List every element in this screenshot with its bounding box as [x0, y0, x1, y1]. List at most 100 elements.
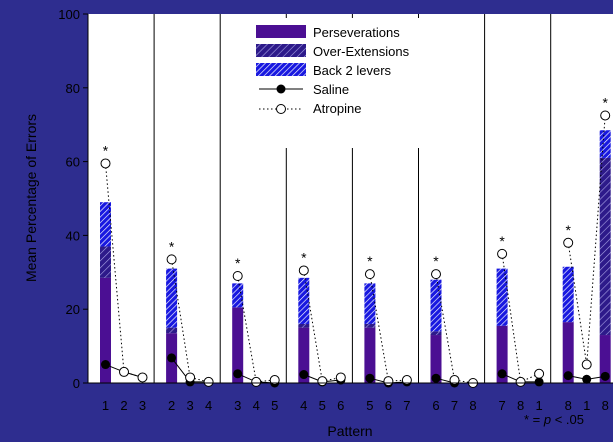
atropine-line	[567, 115, 606, 365]
atropine-point	[600, 110, 611, 121]
x-tick-label: 3	[234, 398, 241, 413]
bar-over-extensions-pattern-5	[364, 323, 376, 328]
x-tick-label: 5	[319, 398, 326, 413]
legend-swatch-back-2-levers	[256, 63, 306, 76]
significance-star: *	[169, 238, 175, 254]
y-axis-label: Mean Percentage of Errors	[23, 114, 39, 282]
y-tick-label-100: 100	[58, 7, 80, 22]
bar-perseverations-pattern-1	[100, 277, 111, 383]
atropine-point	[449, 375, 460, 386]
x-tick-label: 4	[253, 398, 260, 413]
y-tick-label-80: 80	[66, 81, 80, 96]
x-tick-label: 2	[120, 398, 127, 413]
legend-swatch-over-extensions	[256, 44, 306, 57]
bar-back-2-levers-pattern-8	[562, 266, 574, 323]
x-tick-label: 8	[469, 398, 476, 413]
significance-star: *	[235, 255, 241, 271]
y-tick-label-60: 60	[66, 155, 80, 170]
bar-back-2-levers-pattern-2	[166, 268, 178, 328]
atropine-point	[563, 237, 574, 248]
atropine-point	[581, 359, 592, 370]
atropine-point	[515, 376, 526, 387]
saline-point	[101, 360, 110, 370]
atropine-point	[100, 158, 111, 169]
x-tick-label: 4	[300, 398, 307, 413]
significance-note: * = p < .05	[524, 412, 584, 427]
atropine-point	[185, 372, 196, 383]
atropine-point	[335, 372, 346, 383]
atropine-point	[298, 265, 309, 276]
x-tick-label: 6	[432, 398, 439, 413]
x-tick-label: 8	[565, 398, 572, 413]
atropine-point	[401, 375, 412, 386]
x-tick-label: 1	[583, 398, 590, 413]
legend: Perseverations Over-Extensions Back 2 le…	[251, 18, 434, 148]
legend-label-over-extensions: Over-Extensions	[313, 44, 410, 59]
bar-over-extensions-pattern-8-right	[599, 157, 611, 336]
significance-star: *	[499, 233, 505, 249]
x-tick-label: 1	[535, 398, 542, 413]
x-tick-label: 3	[139, 398, 146, 413]
saline-point	[167, 353, 177, 363]
atropine-point	[137, 372, 148, 383]
significance-star: *	[367, 253, 373, 269]
atropine-point	[431, 269, 441, 280]
x-tick-label: 7	[403, 398, 410, 413]
atropine-point	[497, 248, 508, 259]
atropine-line	[171, 259, 209, 383]
significance-star: *	[602, 94, 608, 110]
x-tick-label: 8	[517, 398, 524, 413]
saline-point	[497, 369, 507, 379]
bar-perseverations-pattern-8-right	[599, 335, 611, 383]
atropine-point	[203, 376, 214, 387]
bar-back-2-levers-pattern-3	[232, 283, 244, 308]
legend-swatch-perseverations	[256, 25, 306, 38]
bar-back-2-levers-pattern-7	[496, 268, 508, 326]
atropine-point	[364, 269, 375, 280]
bar-over-extensions-pattern-4	[298, 323, 310, 328]
bar-perseverations-pattern-7	[496, 325, 508, 383]
bar-perseverations-pattern-5	[364, 327, 376, 383]
x-tick-label: 7	[498, 398, 505, 413]
bar-over-extensions-pattern-6	[430, 331, 442, 336]
bar-over-extensions-pattern-1	[100, 246, 111, 278]
atropine-point	[251, 376, 262, 387]
bar-perseverations-pattern-3	[232, 307, 244, 383]
x-tick-label: 6	[385, 398, 392, 413]
bar-over-extensions-pattern-2	[166, 327, 178, 334]
atropine-point	[269, 375, 280, 386]
x-tick-label: 5	[271, 398, 278, 413]
x-tick-label: 6	[337, 398, 344, 413]
legend-label-back-2-levers: Back 2 levers	[313, 63, 392, 78]
y-tick-label-20: 20	[66, 302, 80, 317]
x-tick-label: 7	[451, 398, 458, 413]
legend-label-saline: Saline	[313, 82, 349, 97]
saline-point	[600, 371, 610, 381]
atropine-point	[383, 376, 394, 387]
y-tick-label-0: 0	[73, 376, 80, 391]
legend-label-atropine: Atropine	[313, 101, 361, 116]
bar-back-2-levers-pattern-4	[298, 277, 310, 324]
significance-star: *	[301, 249, 307, 265]
saline-point	[582, 374, 592, 384]
legend-marker-atropine	[276, 104, 286, 114]
bar-perseverations-pattern-8	[562, 322, 574, 383]
saline-point	[365, 373, 375, 383]
atropine-point	[119, 366, 129, 377]
atropine-point	[166, 254, 177, 265]
x-tick-label: 1	[102, 398, 109, 413]
x-axis-label: Pattern	[327, 423, 372, 439]
significance-star: *	[565, 222, 571, 238]
atropine-point	[232, 270, 243, 281]
saline-point	[534, 377, 544, 387]
bar-perseverations-pattern-4	[298, 327, 310, 383]
bar-perseverations-pattern-6	[430, 335, 442, 383]
y-tick-label-40: 40	[66, 228, 80, 243]
legend-label-perseverations: Perseverations	[313, 25, 400, 40]
saline-point	[299, 370, 309, 380]
significance-star: *	[433, 253, 439, 269]
saline-point	[563, 371, 573, 381]
bar-back-2-levers-pattern-5	[364, 283, 376, 324]
x-tick-label: 8	[602, 398, 609, 413]
